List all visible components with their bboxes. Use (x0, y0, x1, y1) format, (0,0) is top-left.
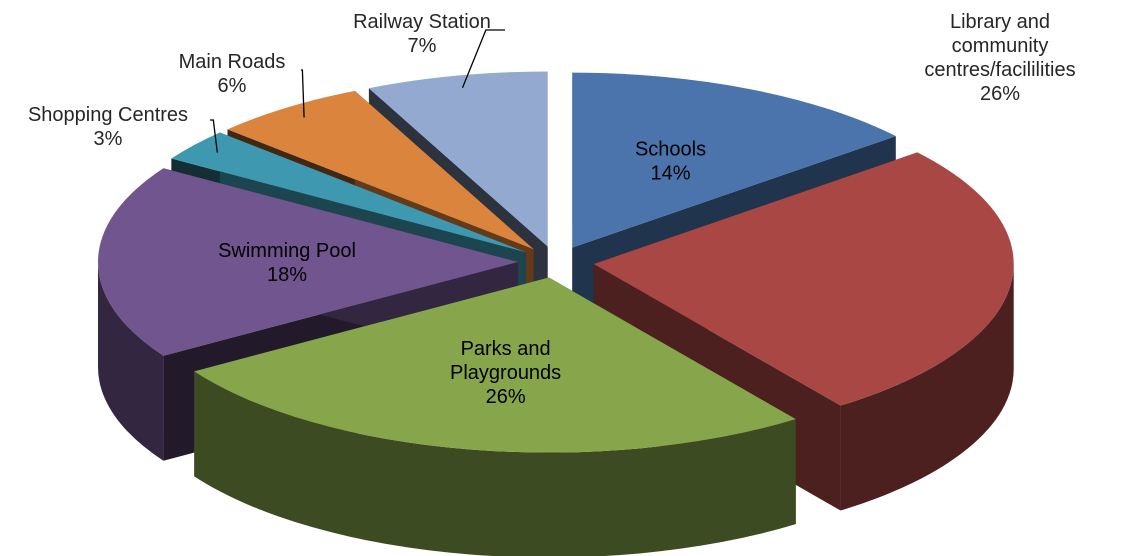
slice-parks-and-playgrounds (194, 277, 796, 453)
slice-swimming-pool (98, 168, 519, 356)
slice-label-swimming-pool: Swimming Pool 18% (218, 240, 356, 286)
slice-side-1 (840, 263, 1014, 511)
slice-railway-station (368, 71, 548, 247)
leader-line-shopping-centres (210, 119, 218, 153)
slice-library-and-community-centres-facililities (593, 152, 1014, 406)
slice-side-2 (194, 371, 796, 556)
slice-label-main-roads: Main Roads 6% (179, 51, 286, 97)
leader-line-main-roads (301, 69, 305, 118)
slice-shopping-centres (171, 132, 526, 253)
leader-line-railway-station (461, 29, 505, 88)
slice-labels-layer: Schools 14% Library and community centres/fa… (28, 11, 1076, 408)
slice-label-schools: Schools 14% (635, 139, 706, 185)
leader-lines-layer (210, 29, 505, 153)
slice-label-railway-station: Railway Station 7% (353, 11, 491, 57)
slice-label-library-and-community-centres-facililities: Library and community centres/facililities… (924, 11, 1075, 105)
slice-label-parks-and-playgrounds: Parks and Playgrounds 26% (450, 338, 561, 408)
slice-label-shopping-centres: Shopping Centres 3% (28, 104, 188, 150)
slice-side-3 (98, 262, 164, 461)
slice-main-roads (227, 90, 534, 250)
slice-tops-layer (98, 71, 1014, 453)
slice-schools (572, 72, 896, 248)
